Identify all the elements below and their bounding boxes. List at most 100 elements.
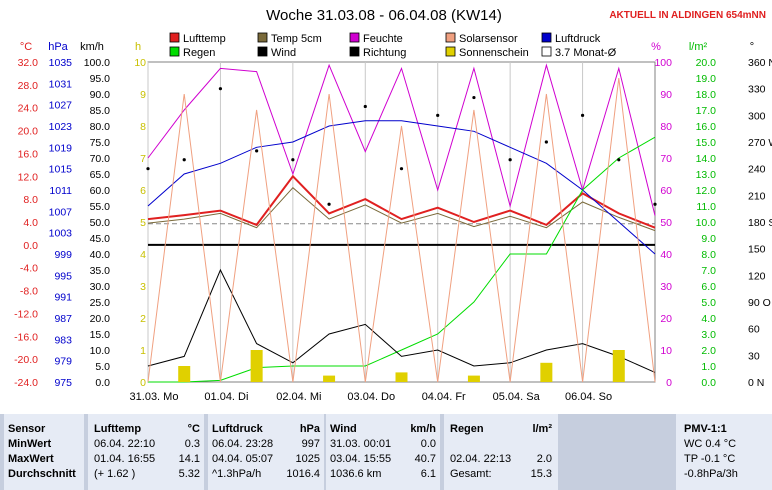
pmv-dewpoint: TP -0.1 °C bbox=[684, 453, 736, 465]
luftdruck-min-time: 06.04. 23:28 bbox=[212, 438, 274, 450]
hpa-tick-label: 975 bbox=[54, 377, 72, 389]
wind-column bbox=[326, 414, 440, 490]
deg-tick-label: 150 bbox=[748, 244, 766, 256]
percent-tick-label: 10 bbox=[660, 345, 672, 357]
wind-avg-value: 6.1 bbox=[420, 468, 436, 480]
pmv-pressure-trend: -0.8hPa/3h bbox=[684, 468, 738, 480]
x-tick-label: 03.04. Do bbox=[347, 391, 395, 403]
legend-swatch bbox=[349, 32, 360, 43]
axis-unit-label: km/h bbox=[80, 41, 104, 53]
percent-tick-label: 40 bbox=[660, 249, 672, 261]
lm2-tick-label: 13.0 bbox=[696, 169, 717, 181]
luftdruck-unit: hPa bbox=[299, 423, 320, 435]
axis-unit-label: hPa bbox=[48, 41, 68, 53]
lm2-tick-label: 16.0 bbox=[696, 121, 717, 133]
live-label: AKTUELL IN ALDINGEN 654mNN bbox=[609, 10, 766, 21]
celsius-tick-label: 28.0 bbox=[18, 80, 39, 92]
celsius-tick-label: -12.0 bbox=[14, 308, 38, 320]
lm2-tick-label: 17.0 bbox=[696, 105, 717, 117]
regen-max-time: 02.04. 22:13 bbox=[450, 453, 512, 465]
sunshine-bar bbox=[540, 362, 553, 382]
lm2-tick-label: 0.0 bbox=[701, 377, 716, 389]
regen-column bbox=[444, 414, 558, 490]
deg-tick-label: 120 bbox=[748, 270, 766, 282]
h-tick-label: 5 bbox=[140, 217, 146, 229]
series-line-luftdruck bbox=[147, 120, 656, 255]
celsius-tick-label: -4.0 bbox=[20, 263, 38, 275]
direction-point bbox=[508, 158, 512, 162]
kmh-tick-label: 45.0 bbox=[90, 233, 111, 245]
deg-tick-label: 60 bbox=[748, 324, 760, 336]
direction-point bbox=[399, 167, 404, 171]
hpa-tick-label: 1015 bbox=[49, 164, 73, 176]
lufttemp-min-time: 06.04. 22:10 bbox=[94, 438, 156, 450]
legend-label: Lufttemp bbox=[183, 33, 226, 45]
lm2-tick-label: 20.0 bbox=[696, 57, 717, 69]
direction-point bbox=[544, 140, 548, 144]
deg-tick-label: 330 bbox=[748, 84, 766, 96]
hpa-tick-label: 1023 bbox=[49, 121, 73, 133]
kmh-tick-label: 65.0 bbox=[90, 169, 111, 181]
x-tick-label: 02.04. Mi bbox=[276, 391, 321, 403]
wind-max-time: 03.04. 15:55 bbox=[330, 453, 392, 465]
luftdruck-max-value: 1025 bbox=[295, 453, 320, 465]
h-tick-label: 10 bbox=[134, 57, 146, 69]
percent-tick-label: 60 bbox=[660, 185, 672, 197]
h-tick-label: 1 bbox=[140, 345, 146, 357]
sunshine-bar bbox=[323, 375, 336, 382]
kmh-tick-label: 30.0 bbox=[90, 281, 111, 293]
legend-label: Sonnenschein bbox=[459, 47, 529, 59]
direction-point bbox=[436, 113, 440, 117]
series-line-feuchte bbox=[147, 63, 656, 216]
sensor-column bbox=[4, 414, 84, 490]
deg-tick-label: 300 bbox=[748, 110, 766, 122]
lm2-tick-label: 12.0 bbox=[696, 185, 717, 197]
deg-tick-label: 240 bbox=[748, 164, 766, 176]
kmh-tick-label: 95.0 bbox=[90, 73, 111, 85]
pmv-windchill: WC 0.4 °C bbox=[684, 438, 737, 450]
legend-swatch bbox=[257, 46, 268, 57]
legend-label: Luftdruck bbox=[555, 33, 601, 45]
hpa-tick-label: 1031 bbox=[49, 78, 73, 90]
lm2-tick-label: 3.0 bbox=[701, 329, 716, 341]
sensor-row-max: MaxWert bbox=[8, 453, 54, 465]
deg-tick-label: 0 N bbox=[748, 377, 764, 389]
kmh-tick-label: 20.0 bbox=[90, 313, 111, 325]
kmh-tick-label: 0.0 bbox=[95, 377, 110, 389]
x-tick-label: 05.04. Sa bbox=[493, 391, 541, 403]
x-tick-label: 01.04. Di bbox=[204, 391, 248, 403]
wind-min-time: 31.03. 00:01 bbox=[330, 438, 392, 450]
sunshine-bar bbox=[395, 372, 408, 382]
legend-swatch bbox=[169, 32, 180, 43]
series-line-lufttemp bbox=[147, 174, 656, 229]
lm2-tick-label: 18.0 bbox=[696, 89, 717, 101]
legend-label: Temp 5cm bbox=[271, 33, 322, 45]
direction-point bbox=[653, 202, 657, 206]
lufttemp-min-value: 0.3 bbox=[184, 438, 200, 450]
celsius-tick-label: 24.0 bbox=[18, 103, 39, 115]
celsius-tick-label: 4.0 bbox=[23, 217, 38, 229]
wind-distance: 1036.6 km bbox=[330, 468, 382, 480]
lufttemp-column bbox=[88, 414, 204, 490]
hpa-tick-label: 1003 bbox=[49, 228, 73, 240]
legend-label: Solarsensor bbox=[459, 33, 518, 45]
celsius-tick-label: 20.0 bbox=[18, 126, 39, 138]
hpa-tick-label: 1027 bbox=[49, 100, 73, 112]
axis-unit-label: ° bbox=[750, 41, 754, 53]
sensor-header: Sensor bbox=[8, 423, 46, 435]
percent-tick-label: 20 bbox=[660, 313, 672, 325]
deg-tick-label: 270 W bbox=[748, 137, 772, 149]
h-tick-label: 8 bbox=[140, 121, 146, 133]
lufttemp-max-value: 14.1 bbox=[178, 453, 200, 465]
h-tick-label: 7 bbox=[140, 153, 146, 165]
deg-tick-label: 210 bbox=[748, 190, 766, 202]
direction-point bbox=[327, 202, 331, 206]
legend-swatch bbox=[257, 32, 268, 43]
direction-point bbox=[363, 104, 367, 109]
lufttemp-unit: °C bbox=[187, 423, 200, 435]
h-tick-label: 3 bbox=[140, 281, 146, 293]
wind-unit: km/h bbox=[410, 423, 436, 435]
regen-max-value: 2.0 bbox=[536, 453, 552, 465]
sensor-row-min: MinWert bbox=[8, 438, 52, 450]
hpa-tick-label: 979 bbox=[54, 356, 72, 368]
